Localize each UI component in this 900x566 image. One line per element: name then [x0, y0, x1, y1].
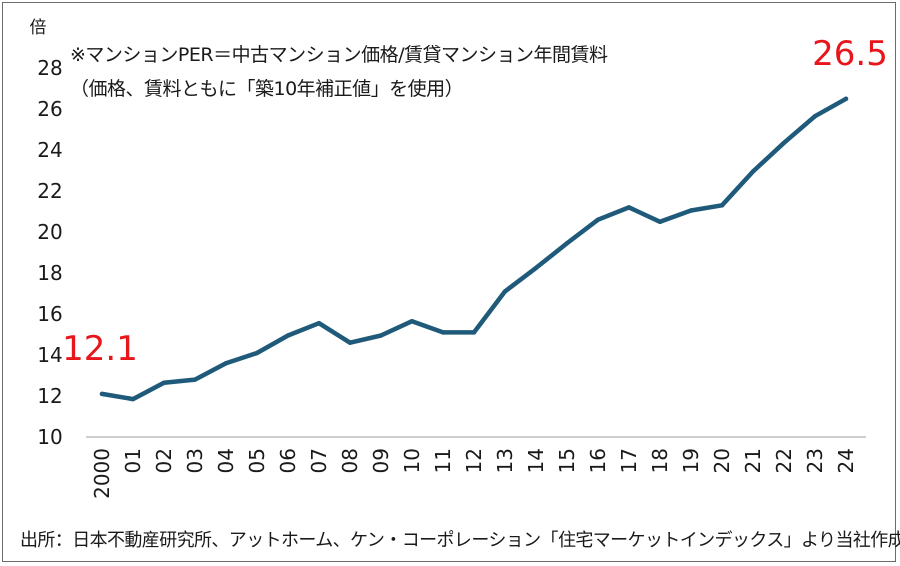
x-tick-label: 09: [369, 448, 393, 473]
series-point: [130, 396, 136, 402]
x-tick-label: 16: [586, 448, 610, 473]
y-tick-label: 28: [37, 56, 62, 80]
chart-note-line-2: （価格、賃料ともに「築10年補正値」を使用）: [70, 78, 464, 100]
x-tick-label: 02: [152, 448, 176, 473]
series-point: [781, 140, 787, 145]
series-point: [564, 241, 570, 246]
x-tick-label: 14: [524, 448, 548, 473]
x-tick-label: 22: [772, 448, 796, 473]
x-tick-label: 18: [648, 448, 672, 473]
series-point: [347, 340, 353, 345]
series-point: [657, 219, 663, 224]
series-point: [99, 391, 105, 397]
series-point: [471, 330, 477, 335]
chart-note-line-1: ※マンションPER＝中古マンション価格/賃貸マンション年間賃料: [70, 44, 608, 66]
y-axis-unit-label: 倍: [30, 18, 47, 38]
x-tick-label: 10: [400, 448, 424, 473]
series-point: [750, 169, 756, 174]
series-point: [316, 321, 322, 326]
y-tick-label: 12: [37, 384, 62, 408]
series-point: [595, 217, 601, 222]
series-point: [688, 208, 694, 213]
series-point: [533, 265, 539, 271]
series-point: [192, 377, 198, 382]
x-tick-label: 13: [493, 448, 517, 473]
series-point: [502, 289, 508, 294]
chart-source-text: 出所：日本不動産研究所、アットホーム、ケン・コーポレーション「住宅マーケットイン…: [20, 530, 900, 551]
series-point: [285, 333, 291, 338]
series-point: [440, 330, 446, 335]
x-tick-label: 11: [431, 448, 455, 473]
data-label-annotation: 12.1: [62, 329, 138, 369]
y-tick-label: 26: [37, 97, 62, 121]
series-point: [719, 203, 725, 208]
x-tick-label: 06: [276, 448, 300, 473]
series-point: [843, 96, 849, 102]
x-tick-label: 21: [741, 448, 765, 473]
x-tick-label: 23: [803, 448, 827, 473]
series-point: [378, 333, 384, 338]
x-tick-label: 04: [214, 448, 238, 473]
x-tick-label: 05: [245, 448, 269, 473]
y-tick-label: 20: [37, 220, 62, 244]
x-tick-label: 12: [462, 448, 486, 473]
series-point: [409, 319, 415, 324]
x-tick-label: 20: [710, 448, 734, 473]
x-tick-label: 2000: [90, 448, 114, 499]
series-point: [626, 205, 632, 210]
y-tick-label: 10: [37, 425, 62, 449]
series-line-mansion-per: [99, 96, 849, 402]
data-label-annotation: 26.5: [812, 34, 888, 74]
series-point: [812, 114, 818, 119]
series-point: [254, 350, 260, 356]
y-tick-label: 24: [37, 138, 62, 162]
y-tick-label: 14: [37, 343, 62, 367]
y-tick-label: 18: [37, 261, 62, 285]
x-tick-label: 08: [338, 448, 362, 473]
y-tick-label: 22: [37, 179, 62, 203]
x-tick-label: 07: [307, 448, 331, 473]
x-tick-label: 19: [679, 448, 703, 473]
x-tick-label: 17: [617, 448, 641, 473]
series-point: [223, 361, 229, 366]
x-tick-label: 24: [834, 448, 858, 473]
x-tick-label: 03: [183, 448, 207, 473]
x-tick-label: 01: [121, 448, 145, 473]
y-tick-label: 16: [37, 302, 62, 326]
x-tick-label: 15: [555, 448, 579, 473]
series-point: [161, 380, 167, 385]
